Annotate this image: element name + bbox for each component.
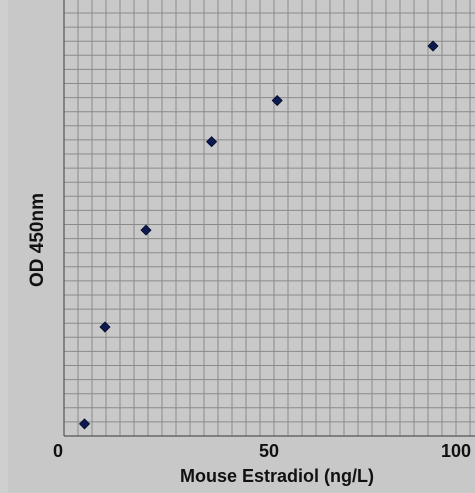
data-point (99, 321, 111, 333)
axes (63, 0, 475, 437)
data-point (271, 94, 283, 107)
data-point (206, 136, 218, 148)
grid (63, 0, 475, 437)
data-point (427, 40, 439, 52)
x-tick-label: 0 (53, 441, 63, 461)
data-point (78, 418, 91, 430)
x-tick-labels: 0 50 100 (53, 441, 471, 461)
x-tick-label: 50 (259, 441, 279, 461)
data-points (78, 40, 439, 430)
data-point (140, 224, 152, 236)
x-axis-label: Mouse Estradiol (ng/L) (180, 466, 374, 486)
x-tick-label: 100 (441, 441, 471, 461)
plot-area (64, 0, 475, 436)
y-axis-label: OD 450nm (27, 193, 48, 287)
